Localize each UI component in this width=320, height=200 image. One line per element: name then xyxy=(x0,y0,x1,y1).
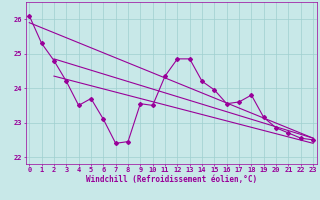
X-axis label: Windchill (Refroidissement éolien,°C): Windchill (Refroidissement éolien,°C) xyxy=(86,175,257,184)
